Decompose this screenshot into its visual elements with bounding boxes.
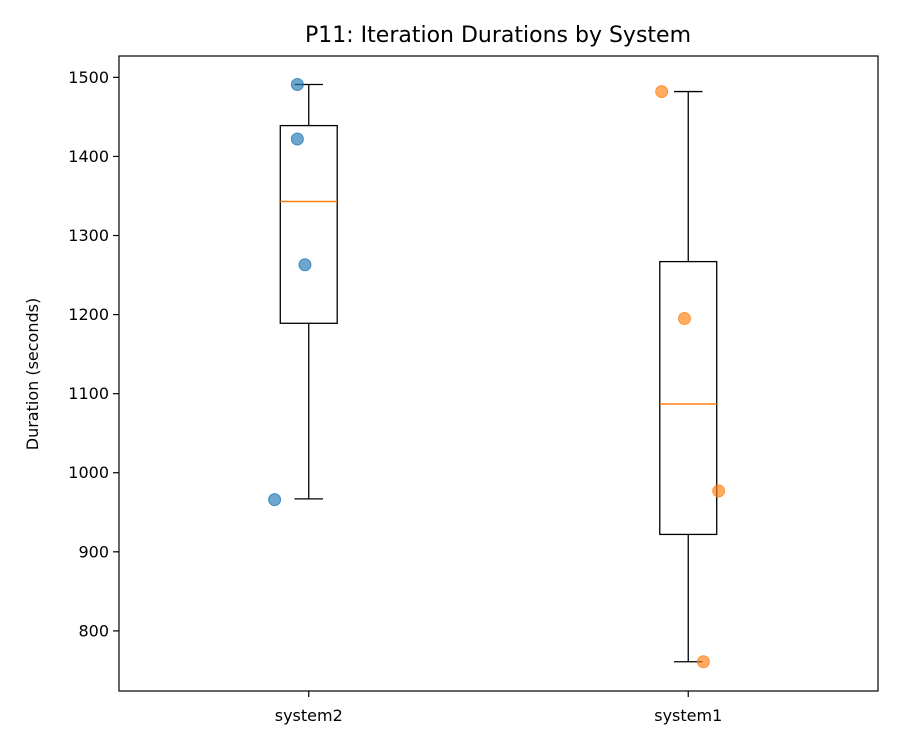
chart-title: P11: Iteration Durations by System <box>305 23 691 48</box>
data-point <box>655 85 669 99</box>
data-point <box>712 484 726 498</box>
data-point <box>290 132 304 146</box>
box-iqr <box>659 260 718 536</box>
y-tick-label: 1300 <box>68 226 109 245</box>
plot-frame <box>118 55 879 692</box>
y-tick-label: 1200 <box>68 305 109 324</box>
y-tick-label: 1500 <box>68 68 109 87</box>
data-point <box>268 493 282 507</box>
y-axis-label: Duration (seconds) <box>23 298 42 450</box>
y-tick-label: 1100 <box>68 384 109 403</box>
data-point <box>298 258 312 272</box>
plot-area: 800 900 1000 1100 1200 1300 1400 1500 system2 sys… <box>68 55 879 725</box>
y-tick-label: 900 <box>78 542 109 561</box>
x-tick-label: system2 <box>275 706 343 725</box>
x-tick-label: system1 <box>654 706 722 725</box>
data-point <box>290 77 304 91</box>
box-iqr <box>279 124 338 324</box>
y-tick-label: 1400 <box>68 147 109 166</box>
data-point <box>677 312 691 326</box>
y-tick-label: 1000 <box>68 463 109 482</box>
data-point <box>696 655 710 669</box>
y-tick-label: 800 <box>78 621 109 640</box>
